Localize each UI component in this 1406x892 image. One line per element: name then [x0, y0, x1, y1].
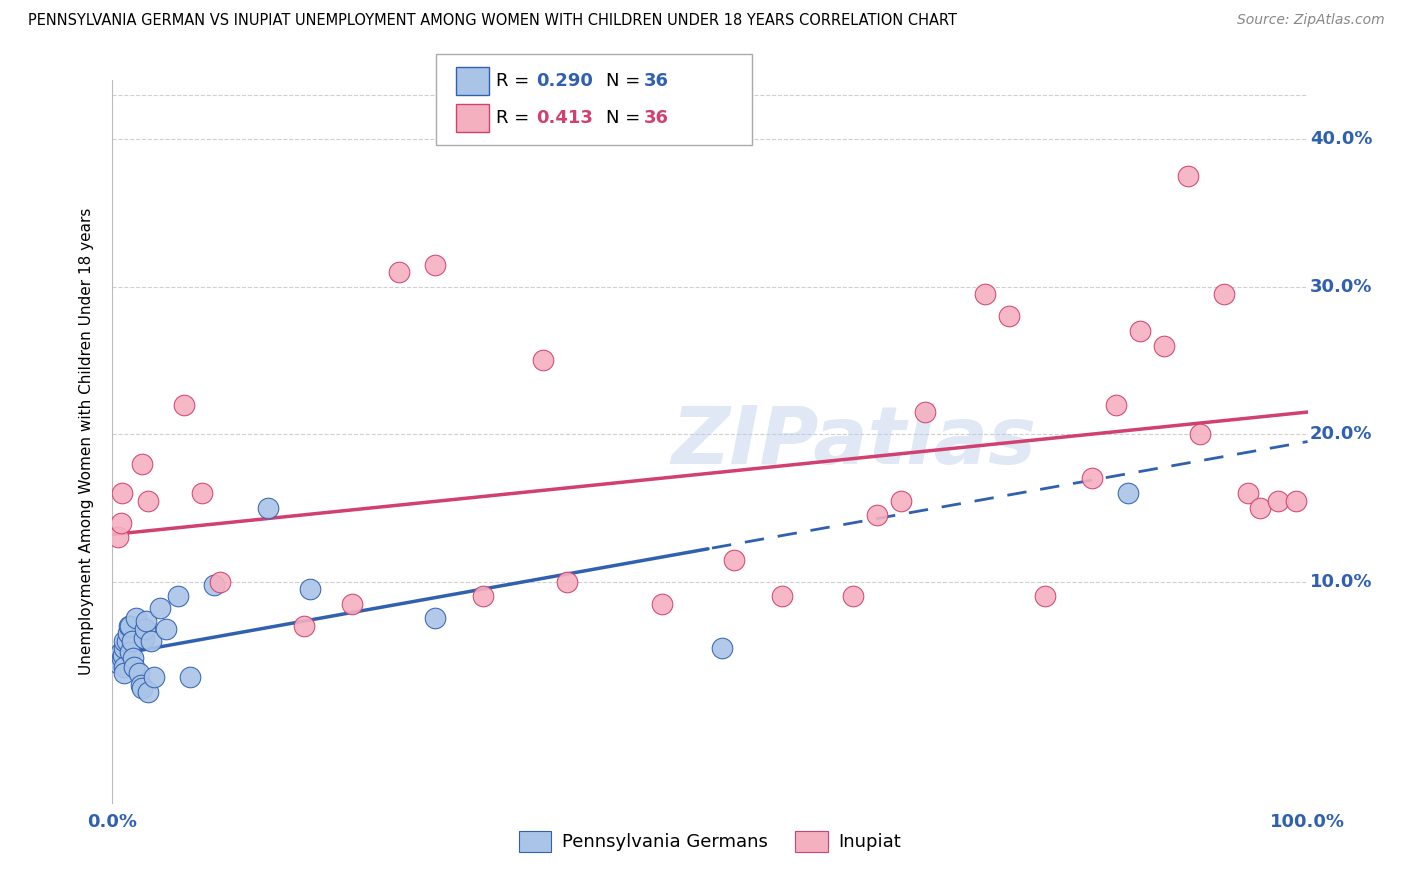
Point [531, 353, 554, 368]
Text: 36: 36 [644, 72, 669, 90]
Point [118, 619, 141, 633]
Point [115, 633, 138, 648]
Point [143, 670, 166, 684]
Point [842, 590, 865, 604]
Point [114, 666, 135, 681]
Text: ZIPatlas: ZIPatlas [671, 402, 1036, 481]
Point [107, 530, 129, 544]
Point [1285, 493, 1308, 508]
Text: R =: R = [496, 109, 536, 127]
Point [1267, 493, 1289, 508]
Text: 20.0%: 20.0% [1310, 425, 1372, 443]
Point [114, 640, 135, 655]
Point [1177, 169, 1199, 183]
Point [120, 619, 142, 633]
Point [111, 486, 134, 500]
Point [131, 457, 153, 471]
Point [890, 493, 912, 508]
Point [122, 660, 145, 674]
Point [155, 622, 177, 636]
Point [555, 574, 578, 589]
Point [125, 611, 148, 625]
Point [209, 574, 232, 589]
Point [1153, 339, 1175, 353]
Point [388, 265, 411, 279]
Point [1213, 287, 1236, 301]
Point [134, 622, 156, 636]
Text: Source: ZipAtlas.com: Source: ZipAtlas.com [1237, 13, 1385, 28]
Point [974, 287, 997, 301]
Point [1105, 398, 1128, 412]
Text: 10.0%: 10.0% [1310, 573, 1372, 591]
Point [723, 552, 745, 566]
Point [111, 651, 134, 665]
Text: 30.0%: 30.0% [1310, 277, 1372, 296]
Point [139, 633, 162, 648]
Point [425, 611, 447, 625]
Point [112, 648, 135, 663]
Point [1118, 486, 1140, 500]
Point [340, 597, 363, 611]
Legend: Pennsylvania Germans, Inupiat: Pennsylvania Germans, Inupiat [512, 823, 908, 859]
Point [110, 516, 132, 530]
Point [131, 681, 153, 695]
Point [770, 590, 793, 604]
Text: N =: N = [606, 109, 645, 127]
Text: R =: R = [496, 72, 536, 90]
Text: PENNSYLVANIA GERMAN VS INUPIAT UNEMPLOYMENT AMONG WOMEN WITH CHILDREN UNDER 18 Y: PENNSYLVANIA GERMAN VS INUPIAT UNEMPLOYM… [28, 13, 957, 29]
Point [173, 398, 195, 412]
Text: 36: 36 [644, 109, 669, 127]
Point [121, 651, 143, 665]
Point [202, 577, 225, 591]
Point [135, 615, 157, 629]
Point [425, 258, 447, 272]
Point [114, 633, 135, 648]
Point [129, 678, 152, 692]
Point [1129, 324, 1152, 338]
Point [472, 590, 495, 604]
Point [138, 685, 160, 699]
Point [1189, 427, 1212, 442]
Point [1033, 590, 1056, 604]
Point [132, 631, 155, 645]
Point [866, 508, 889, 523]
Point [914, 405, 936, 419]
Point [120, 645, 142, 659]
Text: 40.0%: 40.0% [1310, 130, 1372, 148]
Text: 0.290: 0.290 [536, 72, 592, 90]
Point [128, 666, 150, 681]
Point [149, 601, 172, 615]
Point [167, 590, 190, 604]
Point [292, 619, 315, 633]
Point [1237, 486, 1260, 500]
Point [1249, 500, 1271, 515]
Point [298, 582, 321, 596]
Point [121, 633, 143, 648]
Y-axis label: Unemployment Among Women with Children Under 18 years: Unemployment Among Women with Children U… [79, 208, 94, 675]
Point [1081, 471, 1104, 485]
Point [110, 645, 132, 659]
Point [138, 493, 160, 508]
Point [191, 486, 214, 500]
Point [998, 309, 1021, 323]
Point [117, 626, 139, 640]
Point [107, 656, 129, 670]
Point [114, 660, 135, 674]
Point [711, 640, 734, 655]
Text: N =: N = [606, 72, 645, 90]
Point [651, 597, 673, 611]
Point [179, 670, 201, 684]
Point [257, 500, 280, 515]
Text: 0.413: 0.413 [536, 109, 592, 127]
